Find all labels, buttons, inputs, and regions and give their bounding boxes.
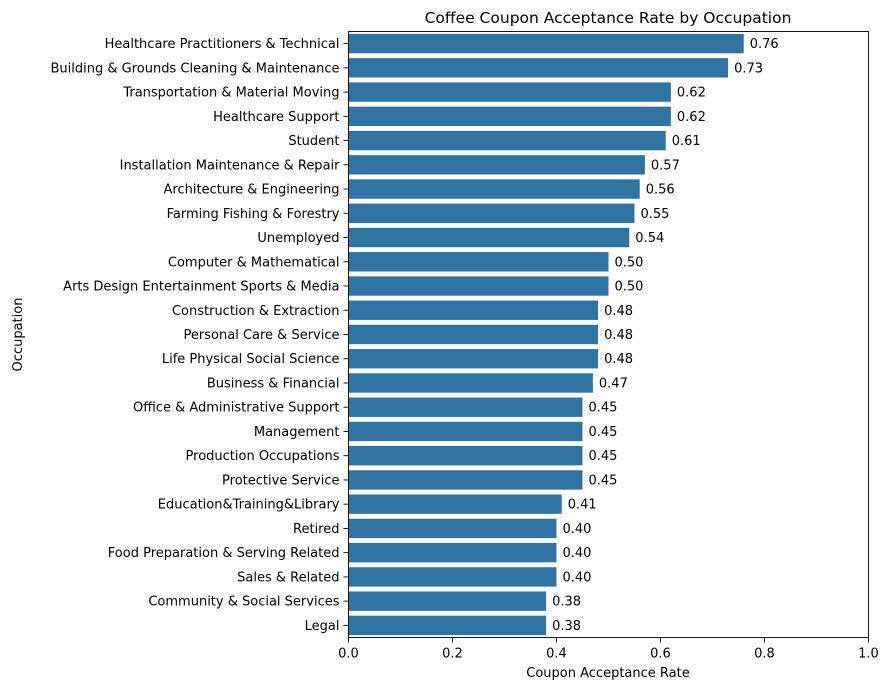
data-label: 0.62 xyxy=(677,86,706,101)
y-tick-label: Healthcare Practitioners & Technical xyxy=(105,37,340,52)
y-tick-label: Transportation & Material Moving xyxy=(122,86,339,101)
bar xyxy=(348,542,557,563)
data-label: 0.45 xyxy=(589,449,618,464)
value-labels-group: 0.76 0.73 0.62 0.62 0.61 0.57 0.56 0.55 0.54 0.50… xyxy=(552,37,779,634)
bar xyxy=(348,155,645,175)
x-tick-label: 0.0 xyxy=(338,647,359,662)
bar xyxy=(348,58,729,78)
y-tick-label: Construction & Extraction xyxy=(172,304,340,319)
data-label: 0.55 xyxy=(641,207,670,222)
y-tick-label: Business & Financial xyxy=(207,376,340,391)
data-label: 0.45 xyxy=(589,401,618,416)
bar xyxy=(348,615,547,636)
bar xyxy=(348,82,671,102)
x-ticks-group: 0.0 0.2 0.4 0.6 0.8 1.0 xyxy=(338,637,879,662)
bar xyxy=(348,252,609,272)
data-label: 0.57 xyxy=(651,158,680,173)
x-tick-label: 0.6 xyxy=(650,647,671,662)
bar xyxy=(348,567,557,587)
y-tick-label: Management xyxy=(254,425,340,440)
data-label: 0.38 xyxy=(552,595,581,610)
plot-frame xyxy=(348,31,869,638)
y-tick-label: Personal Care & Service xyxy=(184,328,340,343)
x-axis-label: Coupon Acceptance Rate xyxy=(526,666,689,681)
y-tick-label: Legal xyxy=(305,619,340,634)
y-tick-label: Farming Fishing & Forestry xyxy=(167,207,340,222)
bar xyxy=(348,276,609,296)
data-label: 0.48 xyxy=(604,352,633,367)
data-label: 0.54 xyxy=(635,231,664,246)
data-label: 0.40 xyxy=(563,546,592,561)
bar xyxy=(348,227,630,248)
x-tick-label: 0.4 xyxy=(546,647,567,662)
data-label: 0.76 xyxy=(750,37,779,52)
y-tick-label: Food Preparation & Serving Related xyxy=(108,546,340,561)
bar xyxy=(348,324,599,345)
data-label: 0.45 xyxy=(589,473,618,488)
x-tick-label: 0.2 xyxy=(442,647,463,662)
bar xyxy=(348,470,583,490)
data-label: 0.62 xyxy=(677,110,706,125)
bar xyxy=(348,33,744,54)
bar xyxy=(348,494,562,514)
x-tick-label: 0.8 xyxy=(754,647,775,662)
data-label: 0.56 xyxy=(646,183,675,198)
bar xyxy=(348,446,583,466)
y-tick-label: Sales & Related xyxy=(237,570,339,585)
y-tick-label: Office & Administrative Support xyxy=(133,401,340,416)
bar xyxy=(348,179,640,199)
data-label: 0.38 xyxy=(552,619,581,634)
y-tick-label: Architecture & Engineering xyxy=(164,183,340,198)
x-tick-label: 1.0 xyxy=(858,647,879,662)
data-label: 0.45 xyxy=(589,425,618,440)
bar xyxy=(348,130,666,151)
y-tick-label: Life Physical Social Science xyxy=(162,352,340,367)
bar xyxy=(348,373,593,393)
y-axis-label: Occupation xyxy=(11,298,26,372)
data-label: 0.73 xyxy=(734,61,763,76)
bar xyxy=(348,397,583,417)
bar xyxy=(348,300,599,320)
y-tick-label: Protective Service xyxy=(222,473,339,488)
data-label: 0.47 xyxy=(599,376,628,391)
data-label: 0.50 xyxy=(615,255,644,270)
data-label: 0.50 xyxy=(615,280,644,295)
y-tick-label: Arts Design Entertainment Sports & Media xyxy=(63,280,339,295)
bar xyxy=(348,349,599,369)
y-tick-label: Installation Maintenance & Repair xyxy=(120,158,341,173)
bar xyxy=(348,203,635,223)
data-label: 0.40 xyxy=(563,522,592,537)
bar xyxy=(348,421,583,442)
data-label: 0.48 xyxy=(604,304,633,319)
bar xyxy=(348,591,547,611)
y-tick-label: Building & Grounds Cleaning & Maintenanc… xyxy=(51,61,340,76)
y-tick-label: Computer & Mathematical xyxy=(168,255,340,270)
data-label: 0.61 xyxy=(672,134,701,149)
y-tick-label: Healthcare Support xyxy=(213,110,339,125)
y-tick-label: Education&Training&Library xyxy=(158,498,340,513)
y-tick-label: Unemployed xyxy=(257,231,339,246)
chart-title: Coffee Coupon Acceptance Rate by Occupat… xyxy=(425,9,792,27)
bars-group xyxy=(348,33,744,636)
data-label: 0.41 xyxy=(568,498,597,513)
y-tick-label: Production Occupations xyxy=(186,449,340,464)
data-label: 0.40 xyxy=(563,570,592,585)
bar xyxy=(348,106,671,127)
y-tick-label: Retired xyxy=(293,522,339,537)
y-tick-label: Student xyxy=(288,134,339,149)
y-tick-label: Community & Social Services xyxy=(148,595,339,610)
bar xyxy=(348,518,557,539)
category-labels-group: Healthcare Practitioners & Technical Buil… xyxy=(51,37,349,634)
data-label: 0.48 xyxy=(604,328,633,343)
